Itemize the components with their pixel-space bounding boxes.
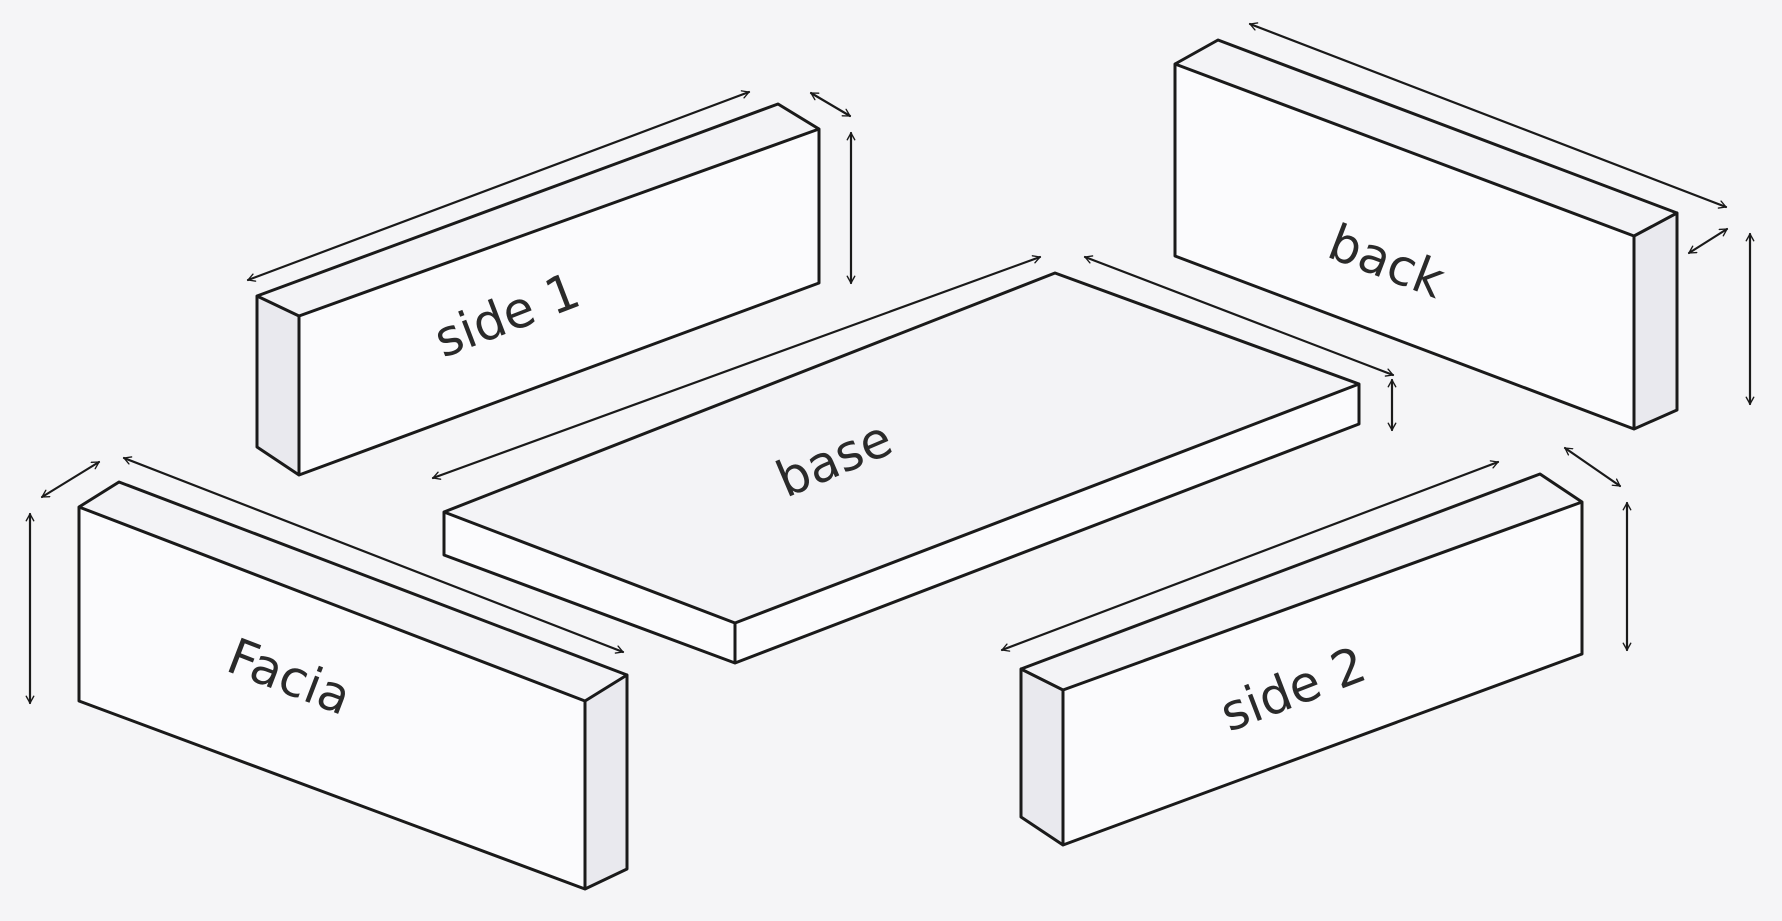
- side-2-length-arrow: [1000, 460, 1500, 652]
- base-length-arrow: [431, 255, 1042, 480]
- back-thickness-arrow: [1687, 227, 1729, 255]
- back-length-arrow: [1248, 22, 1728, 209]
- side-1-thickness-arrow: [809, 91, 852, 118]
- part-base: base: [431, 255, 1397, 665]
- base-width-arrow: [1083, 255, 1395, 377]
- part-facia: Facia: [25, 456, 629, 891]
- side-2-thickness-arrow: [1563, 446, 1622, 488]
- facia-thickness-arrow: [40, 460, 101, 499]
- part-side-2: side 2: [1000, 446, 1632, 847]
- side-1-length-arrow: [246, 90, 751, 282]
- facia-length-arrow: [122, 456, 625, 654]
